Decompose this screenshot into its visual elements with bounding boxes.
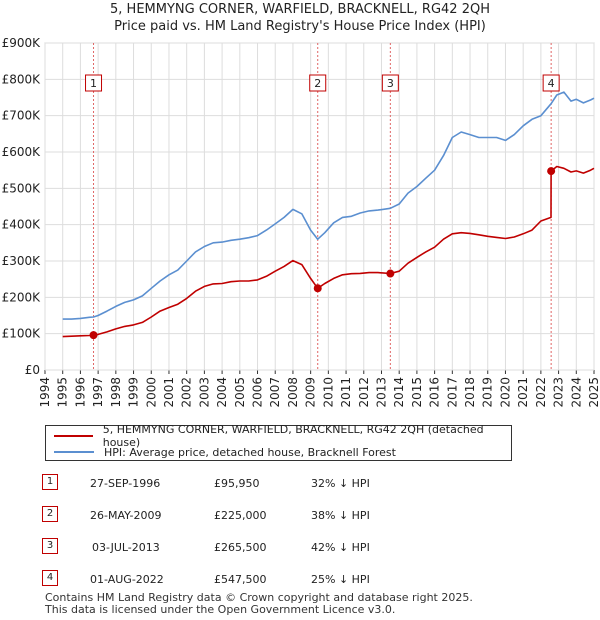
- x-tick-label: 2025: [587, 377, 600, 408]
- y-tick-label: £400K: [2, 218, 42, 232]
- x-tick-label: 1995: [56, 377, 70, 408]
- plot-area: [44, 42, 595, 371]
- footer-licence: This data is licensed under the Open Gov…: [45, 603, 396, 616]
- transaction-price: £225,000: [214, 509, 267, 522]
- x-tick-label: 1999: [127, 377, 141, 408]
- sale-label-box: [542, 74, 560, 92]
- legend-swatch-property: [54, 435, 93, 437]
- y-tick-label: £600K: [2, 145, 42, 159]
- x-tick-label: 2002: [180, 377, 194, 408]
- x-tick-label: 2018: [463, 377, 477, 408]
- y-tick-label: £100K: [2, 327, 42, 341]
- x-tick-label: 2000: [144, 377, 158, 408]
- transaction-price: £547,500: [214, 573, 267, 586]
- x-tick-label: 2023: [552, 377, 566, 408]
- y-tick-label: £700K: [2, 109, 42, 123]
- sale-point: [313, 284, 322, 293]
- transaction-date: 01-AUG-2022: [90, 573, 164, 586]
- sale-label-number: 4: [548, 77, 555, 90]
- x-tick-label: 2007: [268, 377, 282, 408]
- transaction-date: 26-MAY-2009: [90, 509, 162, 522]
- transaction-hpi: 32% ↓ HPI: [311, 477, 370, 490]
- chart-title-line1: 5, HEMMYNG CORNER, WARFIELD, BRACKNELL, …: [110, 2, 490, 17]
- footer-copyright: Contains HM Land Registry data © Crown c…: [45, 591, 473, 604]
- table-row: 2 26-MAY-2009 £225,000 38% ↓ HPI: [0, 505, 600, 527]
- legend-label-hpi: HPI: Average price, detached house, Brac…: [104, 445, 396, 459]
- transaction-badge: 4: [42, 570, 58, 586]
- transaction-hpi: 42% ↓ HPI: [311, 541, 370, 554]
- x-tick-label: 1994: [38, 377, 52, 408]
- x-tick-label: 1998: [109, 377, 123, 408]
- hpi-line: [62, 91, 595, 320]
- legend-item-property: 5, HEMMYNG CORNER, WARFIELD, BRACKNELL, …: [54, 423, 511, 449]
- price-chart: 1994 1995 1996 1997 1998 1999 2000 2001 2002 2003…: [2, 36, 600, 408]
- sale-label-number: 3: [387, 77, 394, 90]
- property-price-line: [62, 165, 595, 338]
- sale-label-box: [381, 74, 399, 92]
- legend-label-property: 5, HEMMYNG CORNER, WARFIELD, BRACKNELL, …: [102, 423, 484, 449]
- sale-point: [547, 167, 556, 176]
- x-tick-label: 2001: [162, 377, 176, 408]
- sale-label-box: [85, 74, 103, 92]
- x-tick-label: 2019: [481, 377, 495, 408]
- transaction-badge: 1: [42, 474, 58, 490]
- transaction-price: £265,500: [214, 541, 267, 554]
- x-tick-label: 2006: [251, 377, 265, 408]
- x-tick-label: 2022: [534, 377, 548, 408]
- transaction-hpi: 25% ↓ HPI: [311, 573, 370, 586]
- transaction-date: 27-SEP-1996: [90, 477, 161, 490]
- transaction-date: 03-JUL-2013: [92, 541, 160, 554]
- sale-point: [386, 269, 395, 278]
- x-tick-label: 1997: [91, 377, 105, 408]
- x-tick-label: 1996: [73, 377, 87, 408]
- x-tick-label: 2017: [445, 377, 459, 408]
- chart-title-line2: Price paid vs. HM Land Registry's House …: [114, 19, 486, 34]
- x-tick-label: 2012: [357, 377, 371, 408]
- y-tick-label: £300K: [2, 254, 42, 268]
- legend-swatch-hpi: [54, 451, 94, 453]
- x-tick-label: 2003: [197, 377, 211, 408]
- x-tick-label: 2009: [304, 377, 318, 408]
- y-tick-label: £900K: [2, 36, 42, 50]
- sale-point: [89, 331, 98, 340]
- x-tick-label: 2020: [498, 377, 512, 408]
- x-tick-label: 2016: [428, 377, 442, 408]
- transaction-badge: 3: [42, 538, 58, 554]
- y-tick-label: £0: [25, 363, 40, 377]
- x-tick-label: 2024: [569, 377, 583, 408]
- table-row: 4 01-AUG-2022 £547,500 25% ↓ HPI: [0, 569, 600, 591]
- x-tick-label: 2008: [286, 377, 300, 408]
- table-row: 1 27-SEP-1996 £95,950 32% ↓ HPI: [0, 473, 600, 495]
- transaction-badge: 2: [42, 506, 58, 522]
- transaction-hpi: 38% ↓ HPI: [311, 509, 370, 522]
- x-tick-label: 2011: [339, 377, 353, 408]
- table-row: 3 03-JUL-2013 £265,500 42% ↓ HPI: [0, 537, 600, 559]
- sale-label-number: 1: [90, 77, 97, 90]
- x-tick-label: 2013: [374, 377, 388, 408]
- chart-legend: 5, HEMMYNG CORNER, WARFIELD, BRACKNELL, …: [45, 423, 512, 461]
- legend-item-hpi: HPI: Average price, detached house, Brac…: [54, 444, 396, 460]
- x-tick-label: 2004: [215, 377, 229, 408]
- x-tick-label: 2010: [321, 377, 335, 408]
- y-tick-label: £800K: [2, 72, 42, 86]
- x-tick-label: 2014: [392, 377, 406, 408]
- y-tick-label: £200K: [2, 290, 42, 304]
- sale-label-number: 2: [314, 77, 321, 90]
- y-tick-label: £500K: [2, 181, 42, 195]
- sale-label-box: [309, 74, 327, 92]
- x-tick-label: 2021: [516, 377, 530, 408]
- x-tick-label: 2015: [410, 377, 424, 408]
- transaction-price: £95,950: [214, 477, 260, 490]
- x-tick-label: 2005: [233, 377, 247, 408]
